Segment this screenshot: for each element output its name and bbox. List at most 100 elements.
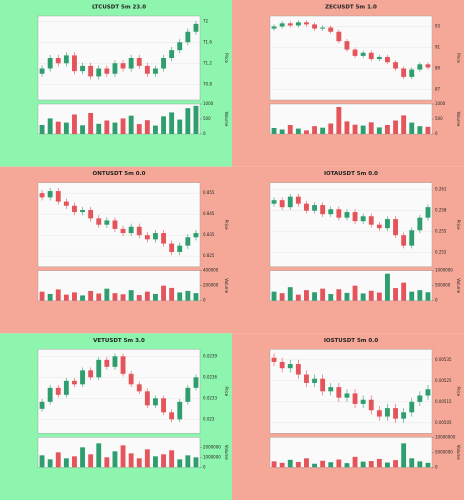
- volume-tick-label: 1000000: [203, 454, 221, 459]
- y-tick-label: 0.00535: [435, 357, 452, 362]
- chart-panel: ONTUSDT 5m 0.0 0.825 0.835 0.845 0.855 0 20000…: [0, 166, 232, 334]
- candle-body: [295, 196, 301, 204]
- volume-plot: [37, 437, 201, 468]
- volume-axis-label: Volume: [224, 445, 229, 460]
- price-plot: [37, 349, 201, 434]
- volume-tick-label: 5000000: [435, 449, 453, 454]
- volume-bar: [128, 290, 134, 301]
- volume-bar: [72, 456, 77, 468]
- candle-body: [393, 62, 398, 69]
- volume-bar: [271, 291, 277, 301]
- candle-body: [63, 55, 69, 64]
- volume-bar: [417, 461, 423, 468]
- chart-panel: LTCUSDT 5m 23.0 70.8 71.2 71.6 72 0 500 1000 Pri…: [0, 0, 232, 167]
- candle-body: [80, 209, 85, 213]
- y-tick-label: 0.00515: [435, 399, 452, 404]
- candle-body: [136, 226, 142, 236]
- y-axis-label: Price: [456, 386, 461, 396]
- candle-body: [336, 209, 342, 218]
- price-plot: [269, 15, 433, 101]
- candle-body: [312, 24, 317, 29]
- volume-bar: [112, 293, 118, 301]
- volume-bar: [295, 294, 301, 301]
- volume-bar: [55, 289, 61, 301]
- volume-bar: [312, 292, 317, 301]
- candle-body: [368, 399, 374, 411]
- candle-body: [96, 68, 102, 77]
- volume-tick-label: 0: [203, 464, 206, 469]
- volume-bar: [55, 452, 61, 468]
- volume-bar: [185, 290, 191, 301]
- volume-bar: [352, 456, 358, 468]
- candle-body: [72, 205, 77, 213]
- volume-bar: [304, 458, 309, 468]
- y-tick-label: 91: [435, 45, 441, 50]
- volume-bar: [287, 125, 293, 134]
- candle-body: [385, 219, 390, 229]
- candle-body: [120, 356, 126, 374]
- volume-bar: [177, 459, 183, 468]
- volume-axis-label: Volume: [456, 112, 461, 127]
- chart-title: IOTAUSDT 5m 0.0: [324, 171, 378, 177]
- candle-body: [80, 65, 85, 72]
- volume-bar: [417, 126, 423, 134]
- chart-title: VETUSDT 5m 3.0: [93, 338, 145, 344]
- volume-bar: [393, 120, 398, 134]
- candle-body: [104, 68, 110, 74]
- volume-bar: [360, 461, 366, 468]
- price-plot: [37, 182, 201, 267]
- candle-body: [55, 387, 61, 395]
- volume-bar: [344, 463, 350, 468]
- volume-bar: [72, 114, 77, 134]
- candle-body: [88, 209, 94, 219]
- candle-body: [96, 218, 102, 225]
- volume-bar: [128, 453, 134, 468]
- volume-bar: [96, 293, 102, 301]
- candle-body: [193, 377, 199, 388]
- volume-bar: [344, 292, 350, 301]
- volume-bar: [193, 105, 199, 134]
- candle-body: [39, 401, 45, 409]
- chart-title: ZECUSDT 5m 1.0: [325, 5, 377, 11]
- volume-bar: [120, 445, 126, 468]
- candle-body: [376, 224, 382, 229]
- y-tick-label: 0.825: [203, 253, 215, 258]
- volume-bar: [344, 121, 350, 134]
- volume-bar: [120, 118, 126, 134]
- volume-tick-label: 200000: [203, 283, 219, 288]
- candle-body: [177, 401, 183, 420]
- volume-bar: [271, 461, 277, 468]
- candle-body: [279, 200, 285, 208]
- volume-bar: [295, 461, 301, 468]
- volume-tick-label: 400000: [203, 268, 219, 273]
- chart-title: IOSTUSDT 5m 0.0: [324, 338, 378, 344]
- y-tick-label: 0.0233: [203, 395, 217, 400]
- volume-bar: [328, 462, 334, 468]
- volume-bar: [128, 115, 134, 134]
- candle-body: [112, 63, 118, 74]
- candle-body: [112, 356, 118, 367]
- y-axis-label: Price: [224, 220, 229, 230]
- volume-bar: [279, 129, 285, 134]
- candle-body: [417, 217, 423, 231]
- candle-body: [287, 364, 293, 369]
- volume-bar: [320, 127, 326, 134]
- candle-body: [144, 235, 150, 240]
- candle-body: [88, 370, 94, 378]
- y-tick-label: 0.0239: [203, 353, 217, 358]
- candle-body: [193, 233, 199, 238]
- volume-axis-label: Volume: [224, 112, 229, 127]
- volume-tick-label: 500000: [435, 283, 451, 288]
- volume-bar: [287, 287, 293, 301]
- candle-body: [368, 52, 374, 60]
- volume-bar: [144, 120, 150, 134]
- candle-body: [120, 228, 126, 234]
- volume-bar: [368, 461, 374, 468]
- candle-body: [96, 359, 102, 378]
- chart-title: ONTUSDT 5m 0.0: [93, 171, 146, 177]
- candle-body: [376, 56, 382, 60]
- candle-body: [185, 237, 191, 246]
- volume-axis-label: Volume: [224, 278, 229, 293]
- volume-bar: [393, 460, 398, 468]
